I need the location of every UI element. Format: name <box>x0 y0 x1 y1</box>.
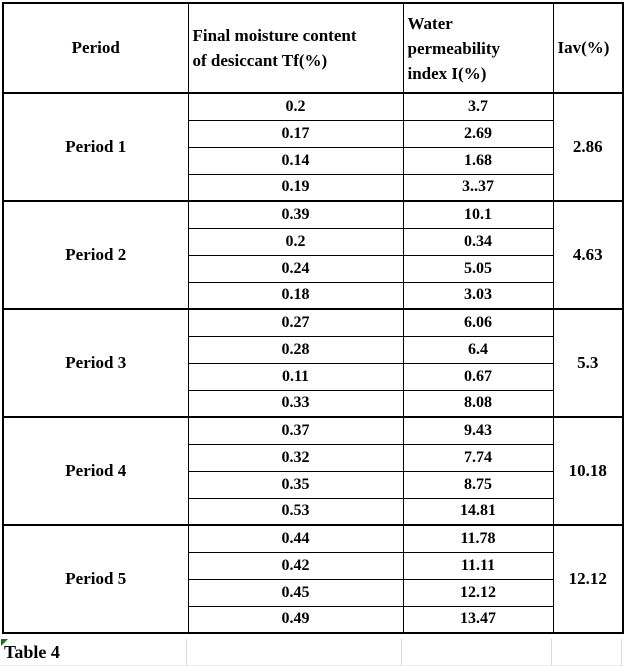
header-cell-i: Water permeability index I(%) <box>402 2 554 94</box>
i-value-cell: 2.69 <box>402 119 554 148</box>
table-row: 0.19 3..37 <box>3 173 623 202</box>
tf-value-cell: 0.19 <box>187 173 404 202</box>
i-value-cell: 7.74 <box>402 443 554 472</box>
i-value-cell: 14.81 <box>402 497 554 526</box>
header-period-label: Period <box>71 38 120 57</box>
period-5-block: Period 5 0.44 11.78 12.12 0.42 11.11 0.4… <box>2 524 624 634</box>
header-row: Period Final moisture content of desicca… <box>2 2 624 94</box>
caption-gridline <box>621 639 622 665</box>
table-row: 0.28 6.4 <box>3 335 623 364</box>
period-label-cell: Period 1 <box>2 92 189 202</box>
table-row: Period 5 0.44 11.78 12.12 <box>2 524 624 634</box>
caption-gridline <box>551 639 552 665</box>
table-row: Period 3 0.27 6.06 5.3 <box>2 308 624 418</box>
header-i-line2: permeability <box>407 38 501 58</box>
header-tf-line1: Final moisture content <box>192 26 357 45</box>
i-value-cell: 12.12 <box>402 578 554 607</box>
iav-value-cell: 12.12 <box>552 524 624 634</box>
caption-gridline <box>186 639 187 665</box>
iav-value-cell: 10.18 <box>552 416 624 526</box>
iav-value-cell: 4.63 <box>552 200 624 310</box>
table-row: 0.17 2.69 <box>3 119 623 148</box>
period-2-block: Period 2 0.39 10.1 4.63 0.2 0.34 0.24 5.… <box>2 200 624 310</box>
table-row: 0.35 8.75 <box>3 470 623 499</box>
i-value-cell: 6.06 <box>402 308 554 337</box>
table-row: 0.18 3.03 <box>3 281 623 310</box>
tf-value-cell: 0.18 <box>187 281 404 310</box>
i-value-cell: 11.11 <box>402 551 554 580</box>
table-row: 0.2 0.34 <box>3 227 623 256</box>
period-label-cell: Period 2 <box>2 200 189 310</box>
table-row: 0.53 14.81 <box>3 497 623 526</box>
i-value-cell: 5.05 <box>402 254 554 283</box>
i-value-cell: 1.68 <box>402 146 554 175</box>
header-iav-label: Iav(%) <box>557 38 610 57</box>
period-label-cell: Period 3 <box>2 308 189 418</box>
caption-gridline <box>401 639 402 665</box>
i-value-cell: 3..37 <box>402 173 554 202</box>
period-3-block: Period 3 0.27 6.06 5.3 0.28 6.4 0.11 0.6… <box>2 308 624 418</box>
tf-value-cell: 0.2 <box>187 227 404 256</box>
iav-value-cell: 2.86 <box>552 92 624 202</box>
tf-value-cell: 0.33 <box>187 389 404 418</box>
tf-value-cell: 0.35 <box>187 470 404 499</box>
table-row: 0.42 11.11 <box>3 551 623 580</box>
tf-value-cell: 0.37 <box>187 416 404 445</box>
header-cell-period: Period <box>2 2 189 94</box>
table-row: Period 1 0.2 3.7 2.86 <box>2 92 624 202</box>
caption-row: Table 4 <box>0 639 624 666</box>
tf-value-cell: 0.24 <box>187 254 404 283</box>
i-value-cell: 11.78 <box>402 524 554 553</box>
tf-value-cell: 0.45 <box>187 578 404 607</box>
tf-value-cell: 0.11 <box>187 362 404 391</box>
iav-value-cell: 5.3 <box>552 308 624 418</box>
table-caption: Table 4 <box>4 642 60 662</box>
i-value-cell: 8.75 <box>402 470 554 499</box>
tf-value-cell: 0.53 <box>187 497 404 526</box>
period-1-block: Period 1 0.2 3.7 2.86 0.17 2.69 0.14 1.6… <box>2 92 624 202</box>
tf-value-cell: 0.39 <box>187 200 404 229</box>
i-value-cell: 3.7 <box>402 92 554 121</box>
tf-value-cell: 0.17 <box>187 119 404 148</box>
table-row: 0.49 13.47 <box>3 605 623 634</box>
header-cell-iav: Iav(%) <box>552 2 624 94</box>
tf-value-cell: 0.32 <box>187 443 404 472</box>
period-4-block: Period 4 0.37 9.43 10.18 0.32 7.74 0.35 … <box>2 416 624 526</box>
table-row: 0.11 0.67 <box>3 362 623 391</box>
i-value-cell: 0.34 <box>402 227 554 256</box>
period-label-cell: Period 4 <box>2 416 189 526</box>
tf-value-cell: 0.44 <box>187 524 404 553</box>
measurement-table: Period Final moisture content of desicca… <box>2 2 624 634</box>
i-value-cell: 3.03 <box>402 281 554 310</box>
header-cell-tf: Final moisture content of desiccant Tf(%… <box>187 2 404 94</box>
cell-corner-marker-icon <box>1 639 8 646</box>
table-row: 0.32 7.74 <box>3 443 623 472</box>
header-i-line1: Water <box>407 13 453 33</box>
tf-value-cell: 0.2 <box>187 92 404 121</box>
tf-value-cell: 0.27 <box>187 308 404 337</box>
i-value-cell: 8.08 <box>402 389 554 418</box>
period-label-cell: Period 5 <box>2 524 189 634</box>
table-row: Period 2 0.39 10.1 4.63 <box>2 200 624 310</box>
i-value-cell: 9.43 <box>402 416 554 445</box>
table-row: 0.24 5.05 <box>3 254 623 283</box>
header-i-line3: index I(%) <box>407 63 487 83</box>
header-tf-line2: of desiccant Tf(%) <box>192 51 328 70</box>
i-value-cell: 10.1 <box>402 200 554 229</box>
i-value-cell: 0.67 <box>402 362 554 391</box>
tf-value-cell: 0.14 <box>187 146 404 175</box>
i-value-cell: 6.4 <box>402 335 554 364</box>
i-value-cell: 13.47 <box>402 605 554 634</box>
table-row: Period 4 0.37 9.43 10.18 <box>2 416 624 526</box>
tf-value-cell: 0.49 <box>187 605 404 634</box>
tf-value-cell: 0.28 <box>187 335 404 364</box>
tf-value-cell: 0.42 <box>187 551 404 580</box>
